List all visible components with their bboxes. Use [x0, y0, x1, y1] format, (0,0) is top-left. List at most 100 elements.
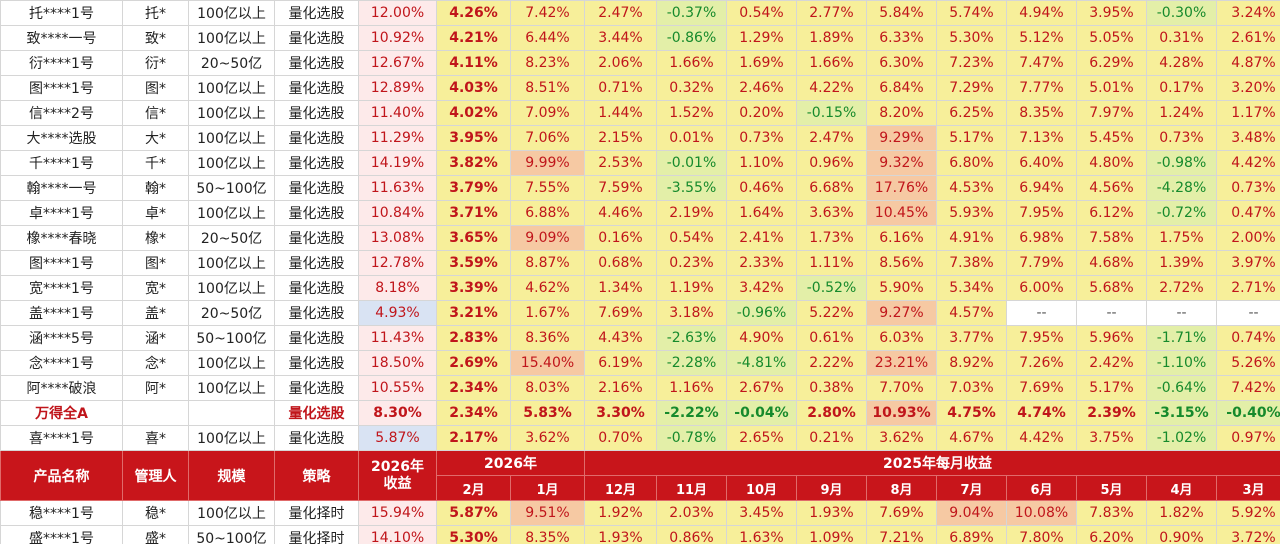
monthly-return: 2.39% — [1076, 400, 1147, 426]
header-year-2025: 2025年每月收益 — [584, 450, 1280, 476]
monthly-return: 10.93% — [866, 400, 937, 426]
monthly-return: 5.26% — [1216, 350, 1280, 376]
monthly-return: 5.92% — [1216, 500, 1280, 526]
scale — [188, 400, 275, 426]
monthly-return: 3.95% — [436, 125, 511, 151]
monthly-return: 4.11% — [436, 50, 511, 76]
product-name: 翰****一号 — [0, 175, 123, 201]
product-name: 图****1号 — [0, 75, 123, 101]
scale: 100亿以上 — [188, 100, 275, 126]
strategy: 量化择时 — [274, 500, 359, 526]
monthly-return: 4.68% — [1076, 250, 1147, 276]
product-name: 稳****1号 — [0, 500, 123, 526]
manager: 图* — [122, 250, 189, 276]
monthly-return: 7.97% — [1076, 100, 1147, 126]
monthly-return: 1.34% — [584, 275, 657, 301]
monthly-return: 4.42% — [1006, 425, 1077, 451]
monthly-return: 6.19% — [584, 350, 657, 376]
product-name: 念****1号 — [0, 350, 123, 376]
header-month: 7月 — [936, 475, 1007, 501]
monthly-return: -1.02% — [1146, 425, 1217, 451]
monthly-return: 8.56% — [866, 250, 937, 276]
monthly-return: 4.94% — [1006, 0, 1077, 26]
manager: 稳* — [122, 500, 189, 526]
product-name: 卓****1号 — [0, 200, 123, 226]
monthly-return: 7.09% — [510, 100, 585, 126]
table-row: 宽****1号 宽* 100亿以上 量化选股 8.18% 3.39% 4.62% 1.34% 1… — [0, 275, 1280, 301]
monthly-return: 4.22% — [796, 75, 867, 101]
manager: 托* — [122, 0, 189, 26]
monthly-return: 1.39% — [1146, 250, 1217, 276]
strategy: 量化选股 — [274, 50, 359, 76]
monthly-return: 2.41% — [726, 225, 797, 251]
table-row: 橡****春晓 橡* 20~50亿 量化选股 13.08% 3.65% 9.09% 0.16%… — [0, 225, 1280, 251]
monthly-return: 0.73% — [726, 125, 797, 151]
monthly-return: -0.30% — [1146, 0, 1217, 26]
monthly-return: 6.94% — [1006, 175, 1077, 201]
monthly-return: 4.02% — [436, 100, 511, 126]
monthly-return: 1.93% — [584, 525, 657, 544]
manager: 信* — [122, 100, 189, 126]
monthly-return: -- — [1076, 300, 1147, 326]
monthly-return: 0.74% — [1216, 325, 1280, 351]
scale: 100亿以上 — [188, 75, 275, 101]
scale: 100亿以上 — [188, 350, 275, 376]
product-name: 涵****5号 — [0, 325, 123, 351]
monthly-return: 6.68% — [796, 175, 867, 201]
monthly-return: 2.42% — [1076, 350, 1147, 376]
header-month: 10月 — [726, 475, 797, 501]
monthly-return: 7.38% — [936, 250, 1007, 276]
monthly-return: 8.35% — [1006, 100, 1077, 126]
monthly-return: -0.15% — [796, 100, 867, 126]
monthly-return: 2.03% — [656, 500, 727, 526]
table-row: 衍****1号 衍* 20~50亿 量化选股 12.67% 4.11% 8.23% 2.06%… — [0, 50, 1280, 76]
scale: 100亿以上 — [188, 275, 275, 301]
monthly-return: 4.91% — [936, 225, 1007, 251]
monthly-return: 17.76% — [866, 175, 937, 201]
monthly-return: 1.44% — [584, 100, 657, 126]
monthly-return: 3.48% — [1216, 125, 1280, 151]
return-2026: 8.18% — [358, 275, 437, 301]
monthly-return: 0.16% — [584, 225, 657, 251]
monthly-return: 1.89% — [796, 25, 867, 51]
header-month: 3月 — [1216, 475, 1280, 501]
monthly-return: 6.29% — [1076, 50, 1147, 76]
header-name: 产品名称 — [0, 450, 123, 501]
monthly-return: 7.42% — [1216, 375, 1280, 401]
monthly-return: 3.20% — [1216, 75, 1280, 101]
monthly-return: 0.47% — [1216, 200, 1280, 226]
monthly-return: 7.21% — [866, 525, 937, 544]
strategy: 量化选股 — [274, 325, 359, 351]
monthly-return: 7.29% — [936, 75, 1007, 101]
product-name: 喜****1号 — [0, 425, 123, 451]
table-row: 喜****1号 喜* 100亿以上 量化选股 5.87% 2.17% 3.62% 0.70% -… — [0, 425, 1280, 451]
monthly-return: 2.19% — [656, 200, 727, 226]
monthly-return: 7.69% — [866, 500, 937, 526]
monthly-return: 1.66% — [796, 50, 867, 76]
monthly-return: 10.08% — [1006, 500, 1077, 526]
scale: 20~50亿 — [188, 300, 275, 326]
monthly-return: 3.39% — [436, 275, 511, 301]
monthly-return: 2.34% — [436, 375, 511, 401]
monthly-return: 0.96% — [796, 150, 867, 176]
monthly-return: 2.80% — [796, 400, 867, 426]
monthly-return: 4.46% — [584, 200, 657, 226]
monthly-return: 0.54% — [726, 0, 797, 26]
return-2026: 8.30% — [358, 400, 437, 426]
monthly-return: 8.03% — [510, 375, 585, 401]
return-2026: 5.87% — [358, 425, 437, 451]
monthly-return: 7.06% — [510, 125, 585, 151]
monthly-return: 5.45% — [1076, 125, 1147, 151]
strategy: 量化选股 — [274, 25, 359, 51]
return-2026: 11.63% — [358, 175, 437, 201]
monthly-return: 5.22% — [796, 300, 867, 326]
monthly-return: 1.16% — [656, 375, 727, 401]
monthly-return: 3.97% — [1216, 250, 1280, 276]
strategy: 量化选股 — [274, 200, 359, 226]
monthly-return: 0.71% — [584, 75, 657, 101]
return-2026: 15.94% — [358, 500, 437, 526]
return-2026: 11.29% — [358, 125, 437, 151]
monthly-return: 1.63% — [726, 525, 797, 544]
monthly-return: 3.75% — [1076, 425, 1147, 451]
manager: 阿* — [122, 375, 189, 401]
